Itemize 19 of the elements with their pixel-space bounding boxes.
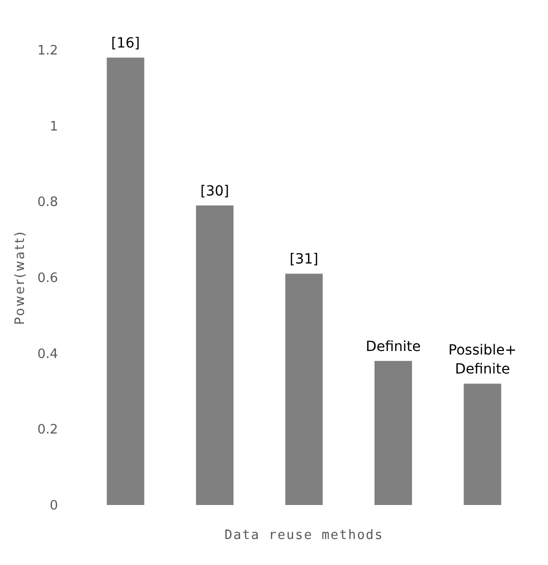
x-tick-label: [31] (290, 252, 318, 268)
y-tick-label: 0.4 (37, 346, 58, 362)
y-tick-label: 0 (50, 498, 58, 514)
bar (464, 384, 502, 505)
bar (285, 274, 323, 505)
y-tick-label: 0.8 (37, 195, 58, 210)
bar (106, 58, 144, 505)
y-tick-label: 1 (50, 119, 58, 134)
y-tick-label: 0.2 (37, 422, 58, 438)
bar (374, 360, 412, 505)
x-tick-label: [16] (111, 36, 140, 52)
bar (196, 205, 234, 505)
x-tick-label: Definite (366, 338, 421, 355)
x-tick-label: Possible+ Definite (448, 342, 517, 378)
x-axis-title: Data reuse methods (224, 528, 384, 543)
y-axis-title: Power(watt) (13, 230, 28, 325)
y-tick-label: 0.6 (37, 271, 58, 286)
x-tick-label: [30] (200, 183, 230, 200)
y-tick-label: 1.2 (37, 44, 58, 59)
